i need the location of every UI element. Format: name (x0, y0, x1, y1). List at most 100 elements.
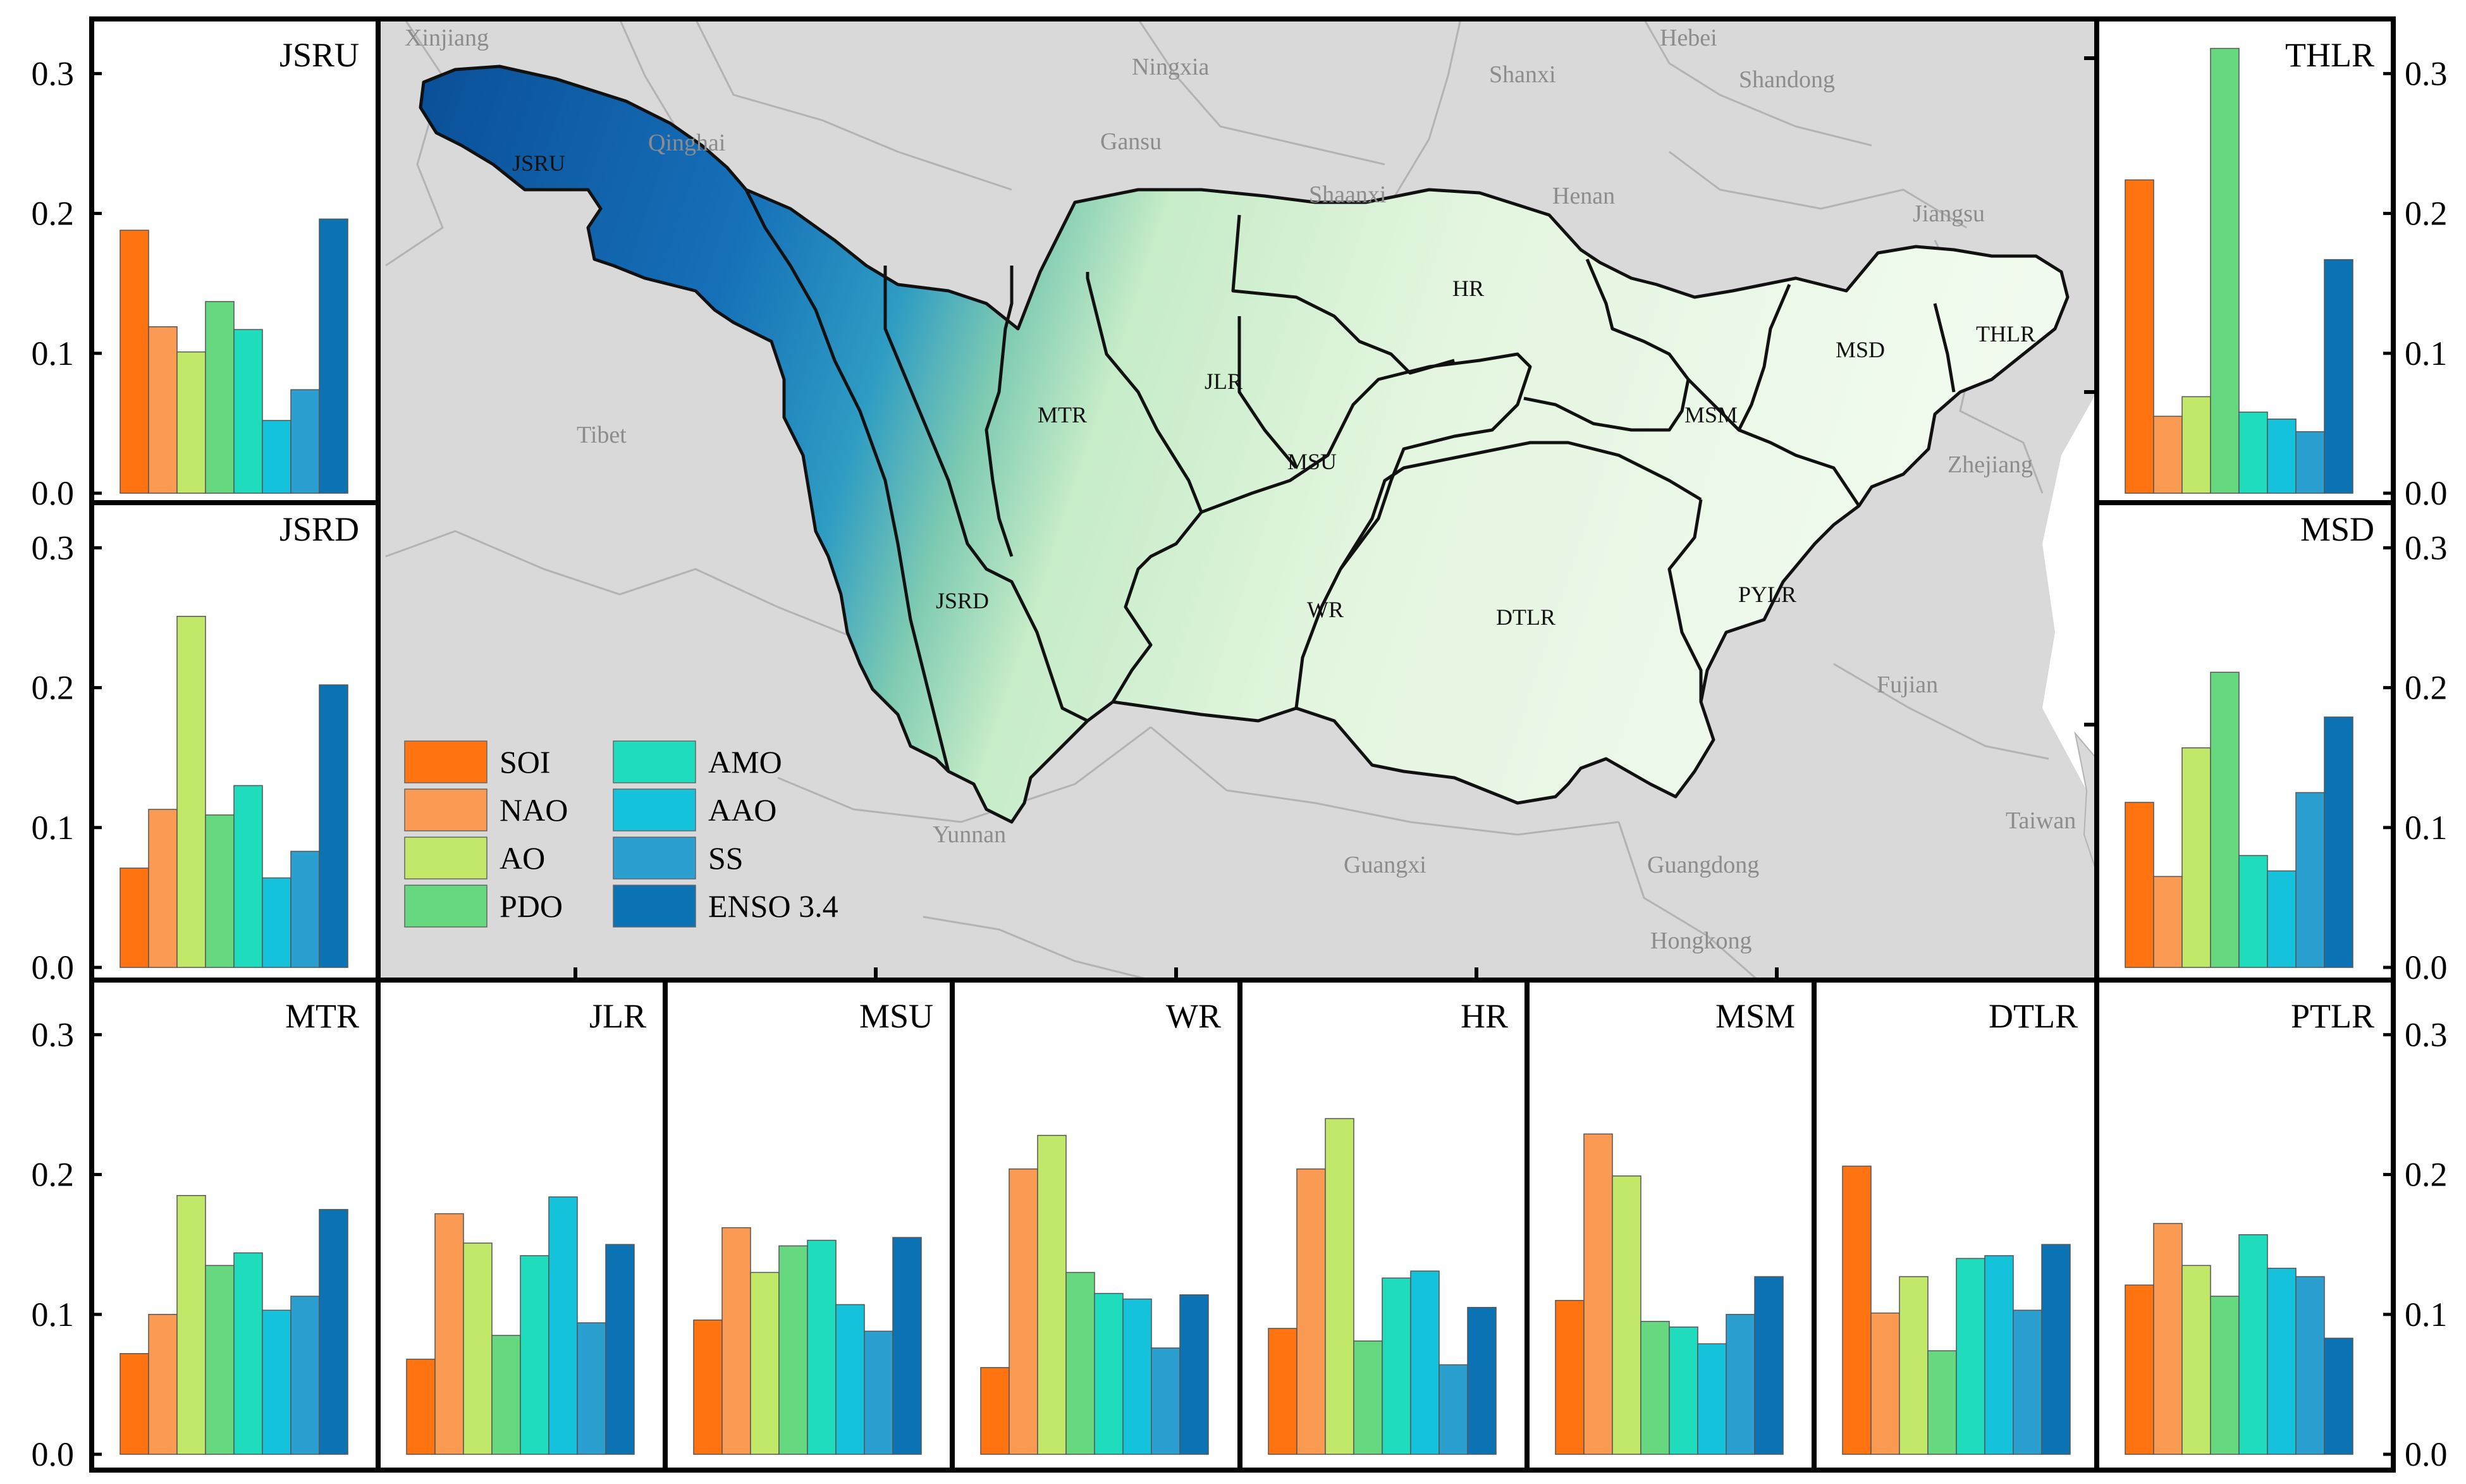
bar (463, 1242, 493, 1455)
y-tick-label: 0.2 (2405, 195, 2448, 233)
y-tick-label: 0.3 (2405, 529, 2448, 567)
bar (148, 809, 178, 968)
y-tick-label: 0.0 (2405, 948, 2448, 986)
legend-label: NAO (500, 792, 568, 828)
panel-title: MTR (285, 997, 359, 1035)
legend-swatch (613, 740, 696, 783)
basin-labels: JSRU MTR JLR HR MSD THLR MSM MSU WR JSRD… (512, 150, 2035, 630)
province-label: Hebei (1660, 25, 1717, 51)
chart-panel-msm: MSM (1555, 997, 1795, 1455)
bar (2295, 792, 2325, 968)
province-label: Xinjiang (405, 25, 489, 51)
y-tick-label: 0.1 (2405, 334, 2448, 372)
y-tick-label: 0.1 (32, 809, 75, 847)
basin-label: DTLR (1496, 604, 1555, 630)
y-tick-label: 0.1 (2405, 1296, 2448, 1334)
bar (2013, 1309, 2042, 1455)
bar (2267, 419, 2297, 494)
legend-label: AO (500, 840, 545, 876)
basin-label: JLR (1205, 369, 1242, 394)
bar (750, 1272, 780, 1455)
province-labels: Xinjiang Qinghai Ningxia Gansu Shanxi He… (405, 25, 2076, 954)
y-tick-label: 0.2 (32, 669, 75, 707)
province-label: Taiwan (2006, 807, 2076, 834)
bar (1612, 1175, 1641, 1455)
province-label: Henan (1552, 183, 1615, 209)
bar (520, 1255, 549, 1455)
chart-panel-hr: HR (1268, 997, 1508, 1455)
bar (1410, 1270, 1440, 1455)
bar (2181, 747, 2211, 968)
bar (2267, 1268, 2297, 1455)
province-label: Shaanxi (1309, 181, 1386, 208)
bar (1382, 1277, 1411, 1455)
province-label: Qinghai (648, 130, 725, 156)
bar (2324, 716, 2353, 968)
bar (1842, 1165, 1872, 1455)
bar (2324, 259, 2353, 494)
bar (2295, 1276, 2325, 1455)
y-tick-label: 0.3 (32, 1015, 75, 1053)
bar (605, 1244, 635, 1455)
bar (2210, 1296, 2240, 1455)
bar (1956, 1258, 1985, 1455)
bar (205, 301, 235, 494)
bar (1583, 1133, 1613, 1455)
province-label: Ningxia (1132, 54, 1210, 80)
bar (262, 420, 291, 494)
bar (1268, 1328, 1297, 1455)
bar (2324, 1337, 2353, 1455)
basin-label: MTR (1038, 402, 1087, 427)
panel-title: PTLR (2291, 997, 2374, 1035)
bar (1438, 1364, 1468, 1455)
basin-label: JSRD (936, 588, 989, 613)
bar (693, 1319, 723, 1455)
legend-swatch (404, 740, 488, 783)
bar (262, 1309, 291, 1455)
panel-title: MSD (2300, 510, 2374, 548)
chart-panel-msd: MSD 0.0 0.1 0.2 0.3 (2125, 510, 2448, 986)
bar (1754, 1276, 1784, 1455)
y-tick-label: 0.1 (32, 334, 75, 372)
bar (233, 785, 263, 968)
bar (1669, 1326, 1698, 1455)
legend: SOI NAO AO PDO AMO AAO SS ENSO 3.4 (404, 740, 838, 928)
chart-panel-dtlr: DTLR (1842, 997, 2078, 1455)
basin-label: HR (1452, 276, 1484, 301)
bar (721, 1227, 751, 1455)
bar (980, 1367, 1010, 1455)
bar (2125, 1284, 2154, 1455)
y-tick-label: 0.3 (2405, 1015, 2448, 1053)
chart-panel-jlr: JLR (406, 997, 646, 1455)
bar (2041, 1244, 2071, 1455)
province-label: Guangxi (1344, 852, 1426, 878)
panel-frames (89, 16, 2396, 1473)
bar (120, 1352, 149, 1455)
bar (319, 218, 348, 494)
legend-swatch (404, 788, 488, 831)
panel-title: JSRD (279, 510, 359, 548)
y-tick-label: 0.2 (2405, 669, 2448, 707)
bar (1296, 1168, 1326, 1455)
y-tick-label: 0.0 (2405, 474, 2448, 512)
bar (233, 329, 263, 494)
bar (1037, 1134, 1067, 1455)
panel-title: THLR (2285, 36, 2374, 74)
bar (807, 1239, 837, 1455)
chart-panel-mtr: MTR 0.0 0.1 0.2 0.3 (32, 997, 360, 1473)
bar (434, 1213, 464, 1455)
legend-label: SS (708, 840, 744, 876)
bar (2210, 671, 2240, 968)
bar (2153, 1223, 2183, 1455)
basin-label: MSM (1684, 402, 1738, 427)
y-tick-label: 0.0 (32, 474, 75, 512)
bar (120, 230, 149, 494)
legend-swatch (613, 788, 696, 831)
legend-label: ENSO 3.4 (708, 888, 838, 924)
y-tick-label: 0.2 (32, 1156, 75, 1194)
bar (548, 1196, 578, 1455)
panel-title: JSRU (279, 36, 359, 74)
legend-label: SOI (500, 744, 551, 780)
bar (290, 389, 320, 494)
chart-panel-ptlr: PTLR 0.0 0.1 0.2 0.3 (2125, 997, 2448, 1473)
